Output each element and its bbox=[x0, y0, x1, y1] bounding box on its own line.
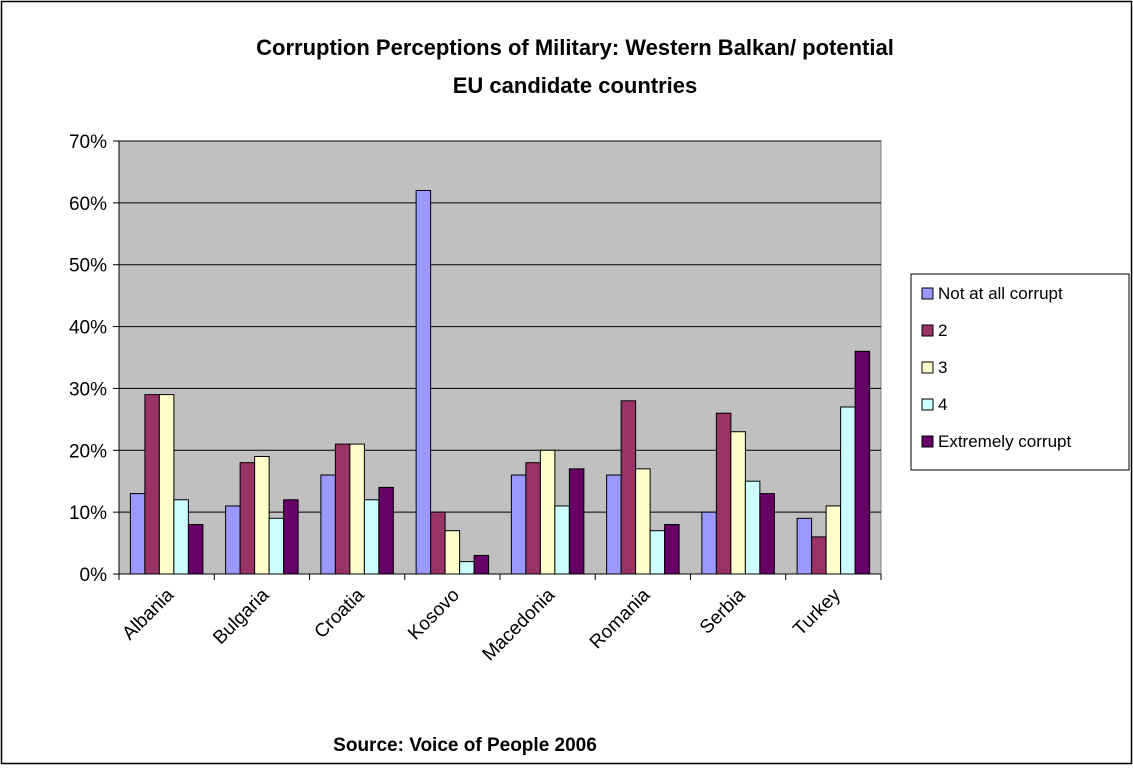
y-tick-label: 50% bbox=[69, 256, 107, 277]
bar-romania-series-2 bbox=[620, 400, 637, 575]
bar-macedonia-series-3 bbox=[539, 449, 556, 575]
bar-turkey-series-2 bbox=[811, 536, 827, 575]
bar-bulgaria-series-2 bbox=[239, 462, 256, 575]
legend-swatch-1 bbox=[921, 287, 934, 300]
bar-serbia-series-1 bbox=[701, 511, 717, 575]
bar-bulgaria-series-4 bbox=[268, 517, 285, 575]
bar-serbia-series-2 bbox=[715, 412, 732, 575]
legend-label-2: 2 bbox=[938, 321, 947, 340]
bar-albania-series-1 bbox=[129, 493, 146, 575]
bar-croatia-series-3 bbox=[349, 443, 365, 575]
bar-kosovo-series-5 bbox=[473, 554, 490, 575]
bar-albania-series-3 bbox=[158, 394, 175, 575]
bar-croatia-series-4 bbox=[363, 499, 380, 575]
bars bbox=[129, 189, 871, 575]
bar-croatia-series-2 bbox=[334, 443, 351, 575]
bar-kosovo-series-1 bbox=[415, 189, 432, 575]
bar-croatia-series-5 bbox=[378, 486, 394, 575]
bar-serbia-series-4 bbox=[744, 480, 761, 575]
bar-romania-series-5 bbox=[664, 524, 680, 575]
bar-kosovo-series-2 bbox=[430, 511, 446, 575]
chart-title-line-2: EU candidate countries bbox=[453, 73, 698, 98]
bar-turkey-series-5 bbox=[854, 350, 871, 575]
y-tick-label: 0% bbox=[80, 565, 108, 586]
legend-swatch-2 bbox=[921, 324, 934, 337]
bar-macedonia-series-5 bbox=[568, 468, 585, 575]
legend-box bbox=[910, 273, 1130, 471]
bar-romania-series-4 bbox=[649, 530, 666, 575]
y-tick-label: 70% bbox=[69, 132, 107, 153]
legend-label-5: Extremely corrupt bbox=[938, 432, 1071, 451]
bar-turkey-series-3 bbox=[825, 505, 842, 575]
bar-macedonia-series-4 bbox=[554, 505, 570, 575]
legend-swatch-5 bbox=[921, 435, 934, 448]
y-tick-label: 20% bbox=[69, 441, 107, 462]
legend-swatch-3 bbox=[921, 361, 934, 374]
legend-label-3: 3 bbox=[938, 358, 947, 377]
chart-title-line-1: Corruption Perceptions of Military: West… bbox=[256, 35, 894, 60]
bar-bulgaria-series-3 bbox=[254, 455, 270, 575]
legend-swatch-4 bbox=[921, 398, 934, 411]
legend-label-1: Not at all corrupt bbox=[938, 284, 1063, 303]
gridlines bbox=[119, 140, 881, 513]
bar-romania-series-1 bbox=[606, 474, 622, 575]
bar-romania-series-3 bbox=[635, 468, 651, 575]
y-tick-label: 60% bbox=[69, 194, 107, 215]
bar-kosovo-series-3 bbox=[444, 530, 461, 575]
bar-albania-series-5 bbox=[187, 524, 204, 575]
bar-turkey-series-4 bbox=[840, 406, 856, 575]
y-tick-label: 40% bbox=[69, 318, 107, 339]
y-tick-label: 10% bbox=[69, 503, 107, 524]
bar-bulgaria-series-1 bbox=[225, 505, 241, 575]
x-axis-label: Source: Voice of People 2006 bbox=[333, 735, 597, 756]
y-tick-label: 30% bbox=[69, 379, 107, 400]
legend-label-4: 4 bbox=[938, 395, 947, 414]
bar-macedonia-series-1 bbox=[510, 474, 527, 575]
bar-kosovo-series-4 bbox=[459, 561, 475, 575]
bar-serbia-series-5 bbox=[759, 493, 775, 575]
bar-bulgaria-series-5 bbox=[283, 499, 299, 575]
legend: Not at all corrupt 2 3 4 Extremely corrupt bbox=[910, 273, 1130, 471]
bar-turkey-series-1 bbox=[796, 517, 813, 575]
bar-macedonia-series-2 bbox=[525, 462, 541, 575]
bar-albania-series-2 bbox=[144, 394, 160, 575]
bar-albania-series-4 bbox=[173, 499, 189, 575]
bar-serbia-series-3 bbox=[730, 431, 746, 575]
bar-croatia-series-1 bbox=[320, 474, 336, 575]
